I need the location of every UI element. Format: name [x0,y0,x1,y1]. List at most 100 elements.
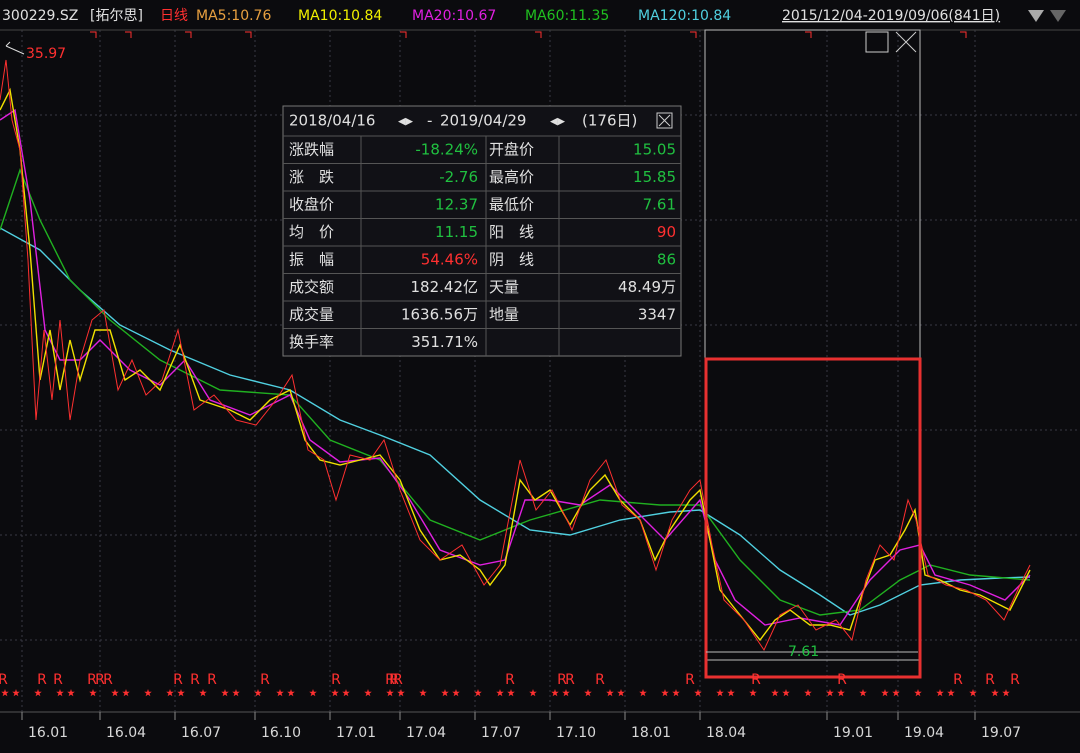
panel-bg [282,105,682,357]
marker: R [87,672,97,688]
x-tick-label: 19.07 [981,725,1021,741]
marker: R [190,672,200,688]
star [749,689,757,697]
start-arrows[interactable]: ◂▸ [398,112,414,130]
marker: R [53,672,63,688]
ma5: MA5:10.76 [196,8,271,24]
star [144,689,152,697]
close-x[interactable] [658,114,671,127]
stat-value: 54.46% [421,251,478,269]
star [661,689,669,697]
star [386,689,394,697]
selection-box[interactable] [704,29,921,661]
start-date: 2018/04/16 [289,112,375,130]
date-range[interactable]: 2015/12/04-2019/09/06(841日) [782,8,1000,24]
close-icon[interactable] [895,31,917,53]
star [947,689,955,697]
top-marker [805,31,812,38]
star [199,689,207,697]
stat-value: -18.24% [415,141,478,159]
star [364,689,372,697]
star [287,689,295,697]
star [331,689,339,697]
marker: R [557,672,567,688]
event-markers: R R R RRR R R R R R RRR R RR R R R R R R R [0,31,1020,697]
marker: R [1010,672,1020,688]
marker: R [173,672,183,688]
marker: R [393,672,403,688]
star [34,689,42,697]
x-tick-label: 17.01 [336,725,376,741]
stat-value: 15.85 [633,168,676,186]
x-tick-label: 18.01 [631,725,671,741]
stat-value: 1636.56万 [401,306,478,324]
star [914,689,922,697]
ma120: MA120:10.84 [638,8,731,24]
star [232,689,240,697]
stat-value: 11.15 [435,223,478,241]
star [507,689,515,697]
marker: R [505,672,515,688]
star [397,689,405,697]
marker: R [565,672,575,688]
marker: R [953,672,963,688]
min-label: 7.61 [788,644,819,660]
x-tick-label: 17.04 [406,725,446,741]
star [309,689,317,697]
star [716,689,724,697]
stat-label: 最高价 [489,168,534,186]
window-icon[interactable] [865,31,889,53]
ma5-line [0,87,1031,642]
end-arrows[interactable]: ◂▸ [550,112,566,130]
star [969,689,977,697]
marker: R [95,672,105,688]
top-marker [400,31,407,38]
star [826,689,834,697]
close-box[interactable] [656,112,673,129]
stat-value: -2.76 [439,168,478,186]
star [67,689,75,697]
price-lines [0,59,1031,652]
marker: R [385,672,395,688]
highlight-box [704,357,922,679]
ma20: MA20:10.67 [412,8,496,24]
max-label: 35.97 [26,46,66,62]
star [221,689,229,697]
star [254,689,262,697]
star [782,689,790,697]
stat-value: 86 [657,251,676,269]
star [89,689,97,697]
ma10: MA10:10.84 [298,8,382,24]
stock-code: 300229.SZ [2,8,78,24]
dropdown-2[interactable] [1050,10,1066,22]
star [12,689,20,697]
star [56,689,64,697]
star [276,689,284,697]
marker: R [37,672,47,688]
x-tick-label: 16.07 [181,725,221,741]
star [881,689,889,697]
star [474,689,482,697]
marker: R [685,672,695,688]
star [606,689,614,697]
star [892,689,900,697]
stat-value: 48.49万 [618,278,676,296]
x-tick-label: 16.04 [106,725,146,741]
days: (176日) [582,112,637,130]
stat-label: 收盘价 [289,196,334,214]
stat-value: 90 [657,223,676,241]
stat-label: 换手率 [289,333,334,351]
star [727,689,735,697]
top-marker [125,31,132,38]
stats-panel: 2018/04/16 ◂▸ - 2019/04/29 ◂▸ (176日) 涨跌幅… [282,105,682,357]
x-axis-labels: 16.01 16.04 16.07 16.10 17.01 17.04 17.07 17.10… [21,712,1021,741]
marker: R [331,672,341,688]
x-tick-label: 19.01 [833,725,873,741]
ma60: MA60:11.35 [525,8,609,24]
stat-label: 开盘价 [489,141,534,159]
stat-label: 成交额 [289,278,334,296]
dropdown[interactable] [1028,10,1044,22]
x-tick-label: 16.10 [261,725,301,741]
ma60-line [0,167,1031,616]
period: 日线 [160,8,188,24]
